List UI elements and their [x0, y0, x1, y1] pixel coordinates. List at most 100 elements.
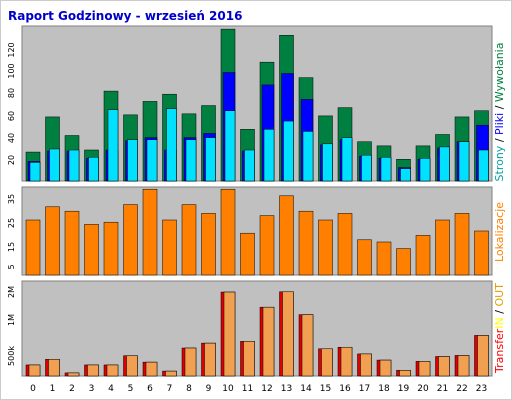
legend-item: / — [493, 102, 506, 113]
ytick-label-lokalizacje: 15 — [7, 242, 16, 252]
legend-traffic: Strony / Pliki / Wywołania — [493, 43, 506, 182]
bar-strony — [341, 137, 353, 182]
ytick-label-traffic: 40 — [7, 133, 16, 143]
legend-item: Wywołania — [493, 43, 506, 103]
bar-out — [340, 346, 353, 377]
legend-item: Lokalizacje — [493, 202, 506, 262]
bar-out — [457, 355, 470, 377]
panel-traffic-bg — [21, 25, 493, 182]
bar-lokalizacje — [123, 204, 138, 276]
bar-out — [360, 353, 372, 377]
bar-strony — [49, 148, 60, 182]
bar-lokalizacje — [162, 219, 177, 276]
ytick-label-transfer: 1M — [7, 314, 16, 326]
x-tick-label: 16 — [339, 384, 351, 394]
x-tick-label: 17 — [359, 384, 370, 394]
x-tick-label: 21 — [437, 384, 448, 394]
bar-out — [126, 355, 138, 377]
bar-strony — [146, 139, 158, 182]
bar-strony — [400, 168, 411, 182]
bar-out — [399, 370, 411, 377]
x-tick-label: 8 — [186, 384, 192, 394]
ytick-label-transfer: 500k — [7, 346, 16, 366]
bar-lokalizacje — [337, 213, 353, 276]
ytick-label-traffic: 100 — [7, 63, 16, 78]
bar-strony — [107, 109, 119, 182]
bar-lokalizacje — [298, 210, 314, 276]
bar-strony — [322, 143, 333, 182]
bar-strony — [380, 156, 392, 182]
bar-out — [106, 364, 119, 377]
bar-lokalizacje — [103, 221, 119, 276]
bar-strony — [263, 129, 275, 182]
bar-lokalizacje — [142, 188, 158, 276]
x-tick-label: 0 — [30, 384, 36, 394]
ytick-label-lokalizacje: 25 — [7, 218, 16, 228]
bar-lokalizacje — [357, 239, 372, 276]
ytick-label-traffic: 60 — [7, 111, 16, 121]
legend-item: / — [493, 135, 506, 146]
bar-strony — [224, 110, 236, 182]
panel-lokalizacje: 5 15 25 35 Lokalizacje — [7, 186, 506, 276]
ytick-label-transfer: 2M — [7, 286, 16, 298]
bar-lokalizacje — [25, 219, 41, 276]
bar-lokalizacje — [45, 206, 60, 276]
bar-strony — [419, 158, 431, 182]
bar-out — [223, 291, 236, 377]
bar-strony — [29, 162, 41, 182]
bar-out — [379, 359, 392, 377]
legend-item: Pliki — [493, 113, 506, 135]
x-tick-label: 3 — [89, 384, 95, 394]
bar-strony — [185, 139, 197, 182]
bar-out — [418, 361, 431, 377]
bar-out — [282, 291, 294, 377]
bar-lokalizacje — [181, 204, 197, 276]
bar-lokalizacje — [201, 213, 216, 276]
x-tick-label: 14 — [300, 384, 312, 394]
bar-lokalizacje — [318, 219, 333, 276]
ytick-label-traffic: 120 — [7, 42, 16, 57]
bar-strony — [68, 149, 80, 182]
legend-item: Strony — [493, 145, 506, 181]
legend-item: IN — [493, 317, 506, 328]
x-tick-label: 6 — [147, 384, 153, 394]
x-tick-label: 23 — [476, 384, 487, 394]
bar-out — [243, 341, 255, 377]
ytick-label-traffic: 20 — [7, 155, 16, 165]
bar-out — [48, 359, 60, 377]
bar-out — [28, 364, 41, 377]
x-tick-label: 2 — [69, 384, 75, 394]
legend-item: Transfer — [493, 328, 506, 374]
bar-lokalizacje — [64, 210, 80, 276]
legend-transfer: TransferIN / OUT — [493, 283, 506, 374]
bar-out — [67, 372, 80, 377]
panel-lokalizacje-bg — [21, 186, 493, 276]
bar-lokalizacje — [396, 248, 411, 276]
x-tick-label: 5 — [128, 384, 134, 394]
legend-lokalizacje: Lokalizacje — [493, 202, 506, 262]
x-tick-label: 9 — [206, 384, 212, 394]
x-axis: 0 1 2 3 4 5 6 7 8 9 10 11 12 13 14 15 16 17 18 19 20 21 22 23 — [30, 384, 487, 394]
x-tick-label: 22 — [456, 384, 467, 394]
bar-strony — [361, 154, 372, 182]
bar-out — [301, 314, 314, 377]
x-tick-label: 18 — [378, 384, 390, 394]
ytick-label-lokalizacje: 35 — [7, 194, 16, 204]
x-tick-label: 15 — [320, 384, 331, 394]
bar-strony — [166, 108, 177, 182]
bar-strony — [205, 137, 216, 182]
bar-strony — [127, 139, 138, 182]
x-tick-label: 4 — [108, 384, 114, 394]
bar-out — [204, 342, 216, 377]
x-tick-label: 11 — [242, 384, 253, 394]
bar-lokalizacje — [454, 213, 470, 276]
x-tick-label: 20 — [417, 384, 429, 394]
bar-lokalizacje — [415, 235, 431, 276]
bar-strony — [439, 146, 450, 182]
ytick-label-traffic: 80 — [7, 88, 16, 98]
bar-out — [438, 356, 450, 377]
bar-out — [165, 370, 177, 377]
bar-strony — [244, 149, 255, 182]
bar-out — [145, 361, 158, 377]
